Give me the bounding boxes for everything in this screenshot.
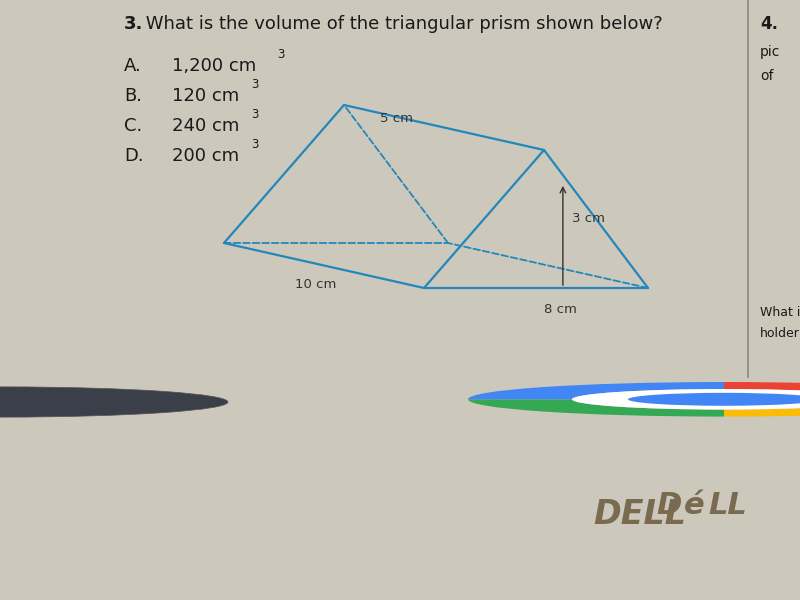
Circle shape xyxy=(628,393,800,406)
Wedge shape xyxy=(724,382,800,400)
Circle shape xyxy=(0,387,228,417)
Text: holder: holder xyxy=(760,327,800,340)
Text: C.: C. xyxy=(124,117,142,135)
Circle shape xyxy=(572,389,800,410)
Wedge shape xyxy=(468,382,724,400)
Text: pic: pic xyxy=(760,45,780,59)
Text: 240 cm: 240 cm xyxy=(172,117,239,135)
Text: 3: 3 xyxy=(251,108,258,121)
Text: 3: 3 xyxy=(278,48,285,61)
Text: 1,200 cm: 1,200 cm xyxy=(172,57,256,75)
Wedge shape xyxy=(468,400,724,416)
Text: é: é xyxy=(684,491,705,520)
Text: 3: 3 xyxy=(251,78,258,91)
Text: B.: B. xyxy=(124,87,142,105)
Text: 3: 3 xyxy=(251,138,258,151)
Text: 8 cm: 8 cm xyxy=(543,303,577,316)
Text: D.: D. xyxy=(124,147,144,165)
Wedge shape xyxy=(724,400,800,416)
Text: 3.: 3. xyxy=(124,15,143,33)
Text: D: D xyxy=(656,491,682,520)
Text: 200 cm: 200 cm xyxy=(172,147,239,165)
Text: 3 cm: 3 cm xyxy=(573,212,606,226)
Text: 5 cm: 5 cm xyxy=(379,112,413,124)
Text: DELL: DELL xyxy=(594,498,686,531)
Text: LL: LL xyxy=(708,491,746,520)
Text: of: of xyxy=(760,69,774,83)
Text: What is: What is xyxy=(760,306,800,319)
Text: 10 cm: 10 cm xyxy=(295,277,337,290)
Text: A.: A. xyxy=(124,57,142,75)
Text: 120 cm: 120 cm xyxy=(172,87,239,105)
Text: What is the volume of the triangular prism shown below?: What is the volume of the triangular pri… xyxy=(140,15,662,33)
Text: 4.: 4. xyxy=(760,15,778,33)
